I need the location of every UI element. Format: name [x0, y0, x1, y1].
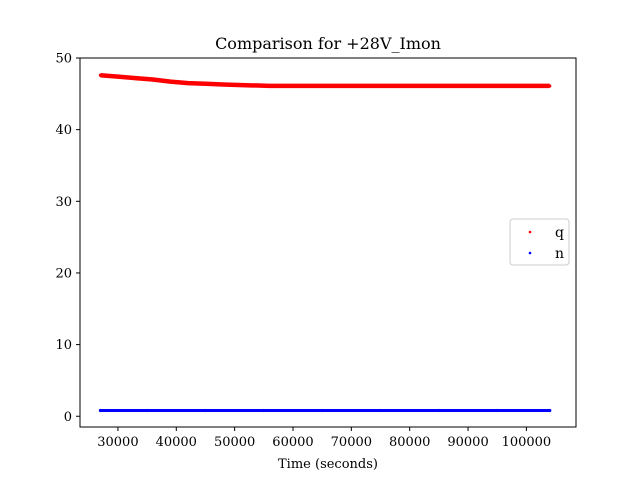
- series-layer: [98, 72, 552, 413]
- x-tick-label: 100000: [502, 435, 552, 450]
- y-tick-label: 40: [55, 123, 72, 138]
- x-tick-label: 80000: [389, 435, 430, 450]
- y-axis: 0 10 20 30 40 50: [55, 52, 80, 425]
- data-point-q: [466, 84, 470, 88]
- data-point-q: [378, 84, 383, 88]
- y-tick-label: 10: [55, 338, 72, 353]
- x-tick-label: 50000: [214, 435, 255, 450]
- legend-label-q: q: [555, 225, 564, 241]
- data-point-q: [221, 82, 225, 87]
- legend-box: [509, 218, 570, 266]
- legend: qn: [509, 218, 570, 266]
- plot-area: [79, 57, 577, 428]
- data-point-q: [244, 83, 248, 87]
- x-axis: 30000 40000 50000 60000 70000 80000 90000 10000…: [97, 427, 551, 450]
- data-point-q: [291, 84, 295, 88]
- data-point-q: [186, 81, 190, 85]
- data-point-n: [378, 408, 383, 413]
- data-point-q: [268, 84, 272, 88]
- data-point-q: [203, 82, 208, 86]
- y-tick-label: 0: [64, 410, 72, 425]
- x-tick-label: 60000: [272, 435, 313, 450]
- x-tick-label: 40000: [156, 435, 197, 450]
- data-point-q: [437, 84, 441, 88]
- data-point-q: [495, 84, 499, 88]
- x-tick-label: 30000: [97, 435, 138, 450]
- y-tick-label: 50: [55, 52, 72, 67]
- data-point-q: [524, 84, 529, 88]
- x-tick-label: 70000: [331, 435, 372, 450]
- data-point-n: [98, 408, 103, 413]
- data-point-q: [548, 84, 552, 88]
- data-point-n: [145, 408, 149, 413]
- data-point-n: [203, 408, 208, 413]
- y-tick-label: 30: [55, 195, 72, 210]
- data-point-n: [320, 408, 324, 413]
- data-point-q: [408, 84, 412, 88]
- data-point-q: [349, 84, 353, 88]
- data-point-q: [133, 76, 138, 80]
- legend-marker-q: [528, 230, 532, 234]
- data-point-n: [262, 408, 266, 413]
- data-point-q: [116, 75, 120, 79]
- data-point-q: [320, 84, 324, 88]
- data-point-q: [168, 80, 173, 84]
- series-q-band: [100, 72, 550, 89]
- legend-label-n: n: [555, 246, 564, 262]
- data-point-q: [151, 77, 155, 82]
- data-point-n: [548, 408, 552, 413]
- chart-title: Comparison for +28V_Imon: [215, 34, 441, 53]
- legend-marker-n: [528, 251, 532, 255]
- y-tick-label: 20: [55, 266, 72, 281]
- x-axis-label: Time (seconds): [278, 457, 378, 472]
- data-point-n: [495, 408, 499, 413]
- data-point-n: [437, 408, 441, 413]
- x-tick-label: 90000: [447, 435, 488, 450]
- data-point-q: [98, 73, 103, 77]
